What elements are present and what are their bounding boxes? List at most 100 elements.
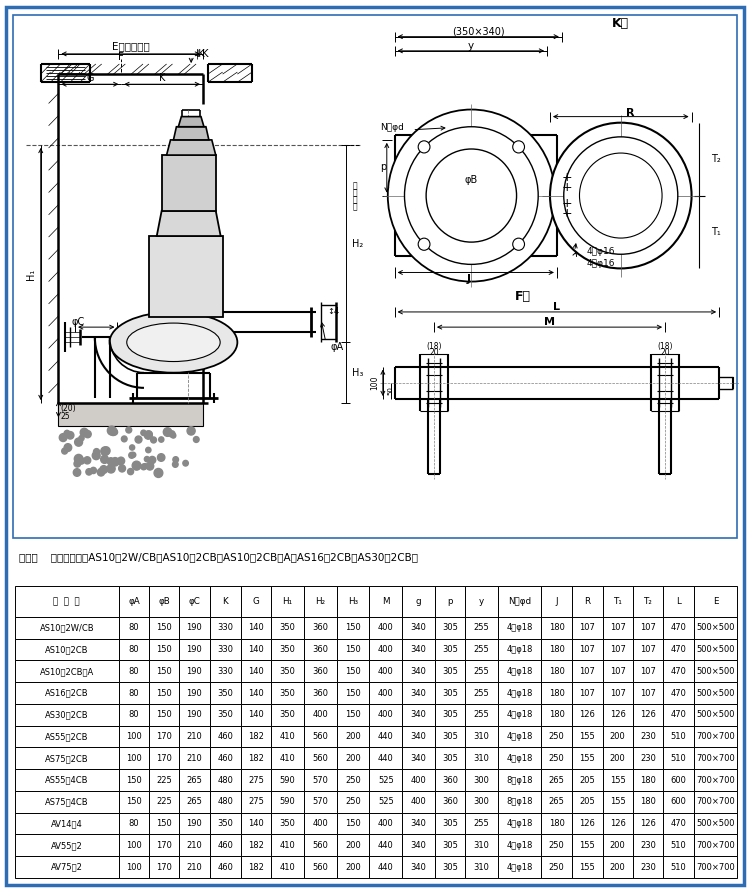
Text: H₃: H₃ (352, 368, 363, 377)
Bar (694, 726, 737, 747)
Text: 140: 140 (248, 667, 264, 676)
Bar (663, 769, 694, 791)
Text: 190: 190 (187, 689, 202, 698)
Circle shape (79, 435, 84, 441)
Text: 225: 225 (156, 776, 172, 785)
Bar (465, 856, 498, 878)
Bar (633, 660, 663, 682)
Text: 480: 480 (217, 797, 233, 806)
Circle shape (122, 436, 127, 442)
Bar (179, 726, 209, 747)
Text: 560: 560 (313, 863, 328, 871)
Circle shape (128, 468, 134, 475)
Bar (272, 835, 304, 856)
Text: 470: 470 (670, 710, 687, 719)
Bar (209, 747, 241, 769)
Text: 155: 155 (610, 797, 626, 806)
Bar (149, 726, 179, 747)
Text: 210: 210 (187, 732, 202, 741)
Circle shape (146, 447, 151, 453)
Text: 265: 265 (187, 776, 202, 785)
Bar (15, 835, 119, 856)
Bar (435, 747, 465, 769)
Text: 最: 最 (353, 181, 358, 190)
Bar (304, 791, 337, 813)
Bar (602, 747, 633, 769)
Bar (179, 835, 209, 856)
Circle shape (151, 437, 157, 443)
Circle shape (74, 454, 83, 463)
Bar (541, 704, 572, 726)
Bar (435, 835, 465, 856)
Text: AS10－2CB－A: AS10－2CB－A (40, 667, 94, 676)
Bar (370, 660, 402, 682)
Bar (498, 813, 541, 835)
Bar (370, 747, 402, 769)
Text: 340: 340 (411, 645, 427, 654)
Bar (694, 791, 737, 813)
Text: 180: 180 (548, 710, 565, 719)
Text: 305: 305 (442, 819, 458, 828)
Bar (435, 726, 465, 747)
Text: 170: 170 (156, 841, 172, 850)
Bar (541, 660, 572, 682)
Bar (465, 587, 498, 617)
Text: φC: φC (71, 317, 85, 327)
Bar (633, 747, 663, 769)
Circle shape (141, 464, 146, 470)
Bar (541, 813, 572, 835)
Text: L: L (554, 301, 560, 312)
Text: 25: 25 (61, 412, 70, 421)
Circle shape (183, 460, 188, 466)
Text: T₂: T₂ (644, 598, 652, 607)
Bar (118, 747, 149, 769)
Bar (179, 617, 209, 639)
Text: 140: 140 (248, 819, 264, 828)
Text: 310: 310 (474, 841, 490, 850)
Circle shape (564, 136, 678, 254)
Bar (435, 856, 465, 878)
Bar (15, 813, 119, 835)
Text: 水: 水 (353, 195, 358, 204)
Text: 4－φ16: 4－φ16 (586, 247, 615, 256)
Text: AS30－2CB: AS30－2CB (45, 710, 88, 719)
Text: 4－φ18: 4－φ18 (506, 732, 532, 741)
Bar (15, 704, 119, 726)
Bar (465, 726, 498, 747)
Text: 340: 340 (411, 841, 427, 850)
Text: 200: 200 (345, 863, 361, 871)
Text: 80: 80 (128, 710, 140, 719)
Bar (337, 835, 370, 856)
Text: AS55－2CB: AS55－2CB (45, 732, 88, 741)
Text: 300: 300 (474, 797, 490, 806)
Text: N－φd: N－φd (380, 123, 404, 132)
Text: 107: 107 (580, 667, 596, 676)
Text: 470: 470 (670, 624, 687, 632)
Bar (602, 587, 633, 617)
Text: +: + (562, 171, 572, 184)
Bar (58, 403, 203, 426)
Text: 180: 180 (548, 667, 565, 676)
Text: y: y (479, 598, 484, 607)
Bar (633, 587, 663, 617)
Bar (304, 682, 337, 704)
Text: 250: 250 (549, 732, 565, 741)
Text: 50: 50 (388, 386, 394, 395)
Bar (465, 617, 498, 639)
Bar (633, 791, 663, 813)
Text: 560: 560 (313, 754, 328, 763)
Text: 350: 350 (217, 819, 233, 828)
Text: 150: 150 (345, 689, 361, 698)
Circle shape (144, 431, 152, 439)
Text: 150: 150 (156, 710, 172, 719)
Bar (694, 682, 737, 704)
Bar (572, 660, 602, 682)
Text: AV14－4: AV14－4 (51, 819, 82, 828)
Text: 140: 140 (248, 645, 264, 654)
Bar (633, 726, 663, 747)
Text: 255: 255 (474, 819, 490, 828)
Text: 255: 255 (474, 624, 490, 632)
Circle shape (404, 127, 538, 264)
Bar (272, 660, 304, 682)
Text: 107: 107 (640, 667, 656, 676)
